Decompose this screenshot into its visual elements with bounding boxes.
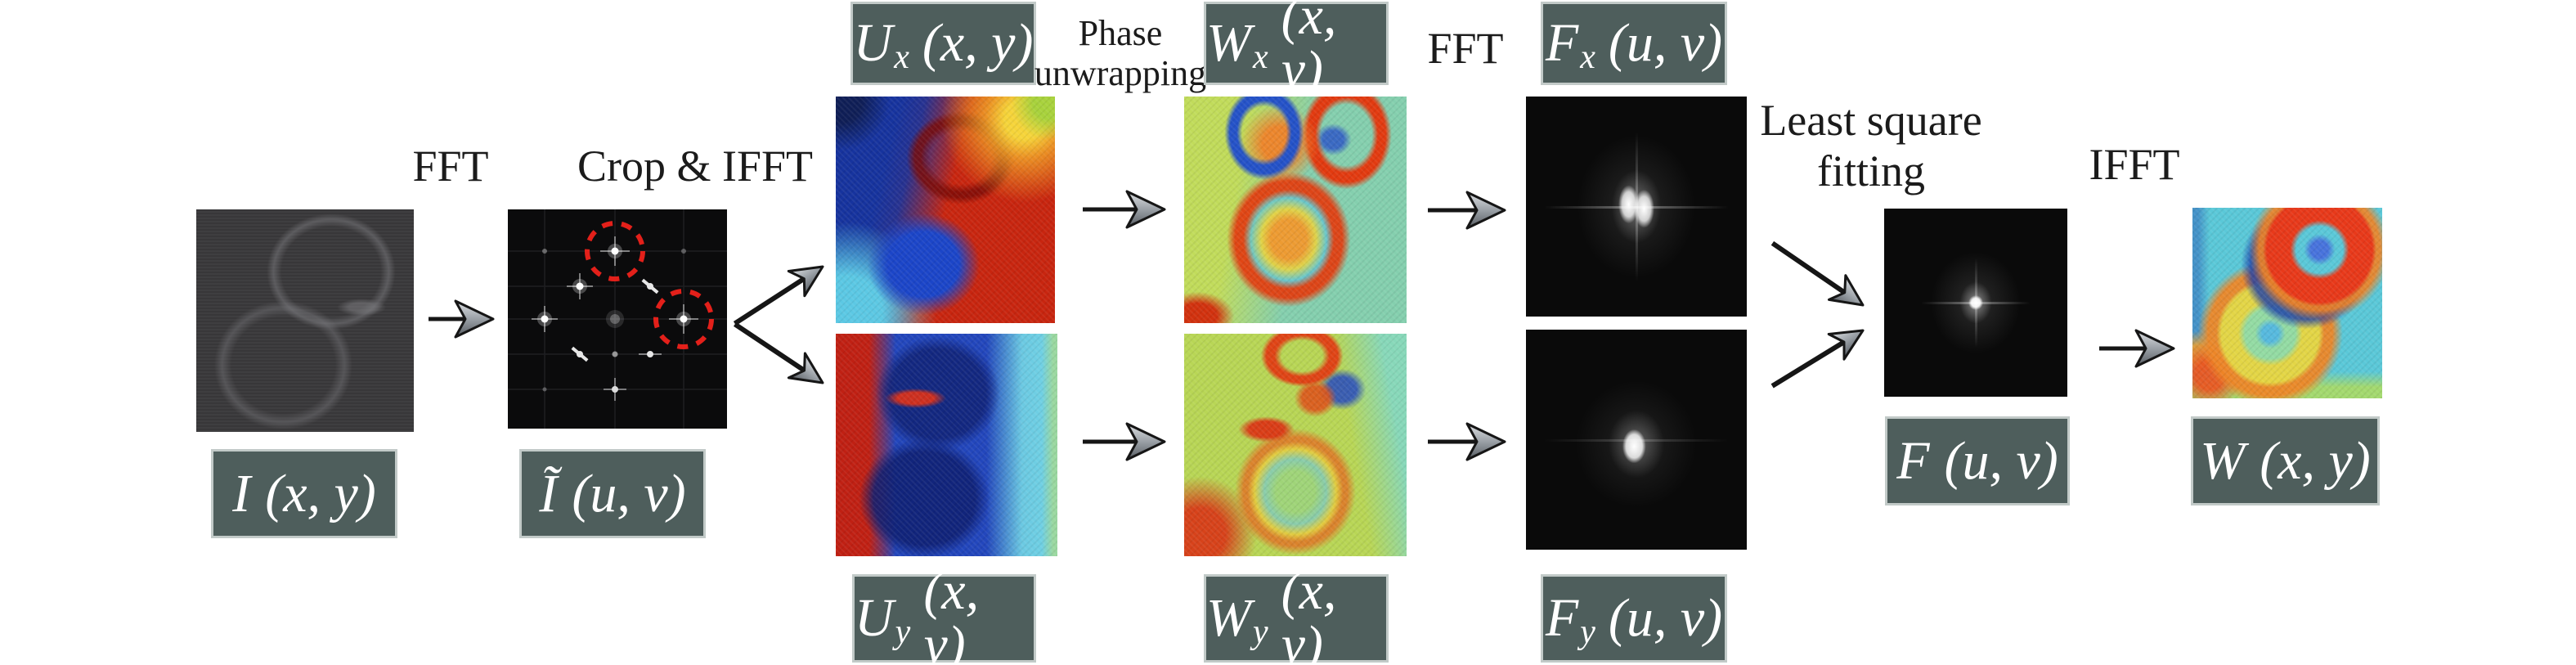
step-crop-ifft: Crop & IFFT [577,142,814,191]
gradient-spectrum-x-image [1526,97,1747,317]
noise-texture [1184,334,1407,556]
spectrum-flare [1543,438,1730,442]
label-i-tilde: Ĩ (u, v) [519,449,706,538]
gradient-spectrum-y-image [1526,330,1747,550]
step-phase-unwrapping: Phase unwrapping [1034,13,1207,94]
noise-texture [2192,208,2382,398]
reconstructed-wavefront-image [2192,208,2382,398]
crop-selection-circles [585,221,714,349]
step-fft-1: FFT [412,142,489,191]
arrow-unwrap-y [1083,422,1166,461]
wrapped-phase-y-image [836,334,1057,556]
arrow-fft-y [1428,422,1506,461]
hologram-image [196,209,414,432]
spectrum-flare [1975,257,1977,348]
unwrapped-phase-x-image [1184,97,1407,323]
arrow-crop-branch-down [734,321,824,384]
label-i: I (x, y) [211,449,397,538]
spectrum-flare [1543,205,1730,209]
wrapped-phase-x-image [836,97,1055,323]
arrow-fit-lower [1770,329,1865,389]
unwrapped-phase-y-image [1184,334,1407,556]
fourier-spectrum-image [508,209,727,429]
arrow-ifft-final [2099,329,2175,368]
noise-texture [836,334,1057,556]
noise-texture [1184,97,1407,323]
label-i-tilde-symbol: Ĩ [539,463,558,523]
noise-texture [836,97,1055,323]
arrow-fft-x [1428,191,1506,230]
combined-spectrum-image [1884,209,2067,397]
label-f: F (u, v) [1885,416,2070,505]
step-ifft: IFFT [2089,140,2180,189]
step-least-square-fitting: Least square fitting [1760,96,1982,196]
arrow-crop-branch-up [733,265,824,326]
label-w: W (x, y) [2191,416,2380,505]
step-fft-2: FFT [1427,24,1504,73]
label-i-symbol: I [232,463,251,523]
spectrum-peaks [532,236,698,401]
spectrum-flare [1920,302,2031,304]
arrow-fft-1 [429,299,495,339]
arrow-unwrap-x [1083,190,1166,229]
arrow-fit-upper [1770,240,1865,307]
spectrum-flare [1636,132,1638,281]
